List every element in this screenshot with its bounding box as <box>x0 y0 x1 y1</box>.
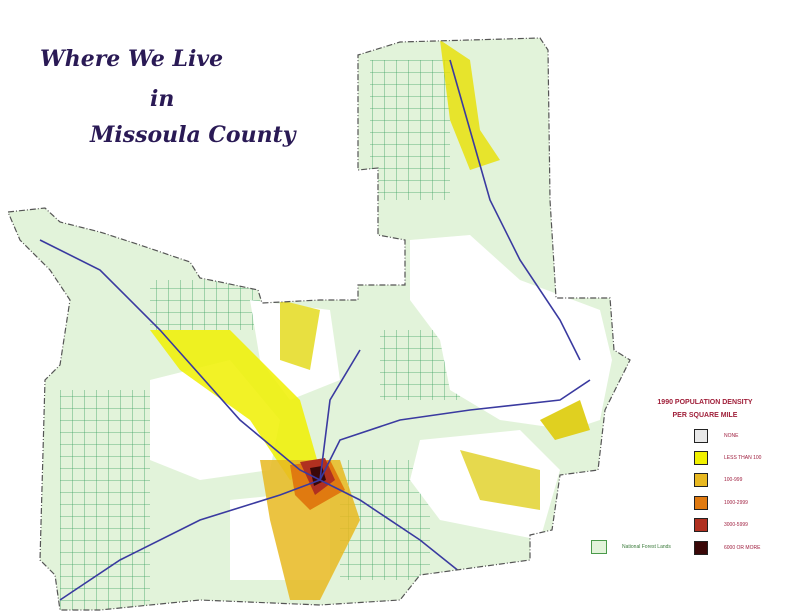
legend-swatch <box>694 496 708 510</box>
title-line-1: Where We Live <box>40 46 224 72</box>
legend-item-6000-or-more: 6000 OR MORE <box>694 540 760 556</box>
legend-label: 1000-2999 <box>724 500 748 506</box>
legend-swatch <box>694 429 708 443</box>
legend-title-line-1: 1990 POPULATION DENSITY <box>657 399 753 406</box>
legend-label: NONE <box>724 433 739 439</box>
title-line-3: Missoula County <box>90 122 296 148</box>
legend-label: National Forest Lands <box>622 544 671 550</box>
legend-item-3000-5999: 3000-5999 <box>694 517 748 533</box>
legend-swatch <box>694 451 708 465</box>
legend-swatch <box>694 473 708 487</box>
legend-title: 1990 POPULATION DENSITY PER SQUARE MILE <box>640 396 770 422</box>
legend-item-less-than-100: LESS THAN 100 <box>694 450 761 466</box>
legend-item-1000-2999: 1000-2999 <box>694 495 748 511</box>
legend-label: 3000-5999 <box>724 522 748 528</box>
rivers <box>39 59 591 601</box>
legend-swatch <box>694 541 708 555</box>
legend-swatch <box>694 518 708 532</box>
legend-item-none: NONE <box>694 428 738 444</box>
legend-swatch <box>591 540 607 554</box>
legend-label: 100-999 <box>724 477 743 483</box>
legend-label: LESS THAN 100 <box>724 455 762 461</box>
legend-item-100-999: 100-999 <box>694 472 742 488</box>
title-line-2: in <box>150 86 175 112</box>
legend-item-national-forest: National Forest Lands <box>591 540 671 554</box>
legend-label: 6000 OR MORE <box>724 545 761 551</box>
legend-title-line-2: PER SQUARE MILE <box>672 412 738 419</box>
